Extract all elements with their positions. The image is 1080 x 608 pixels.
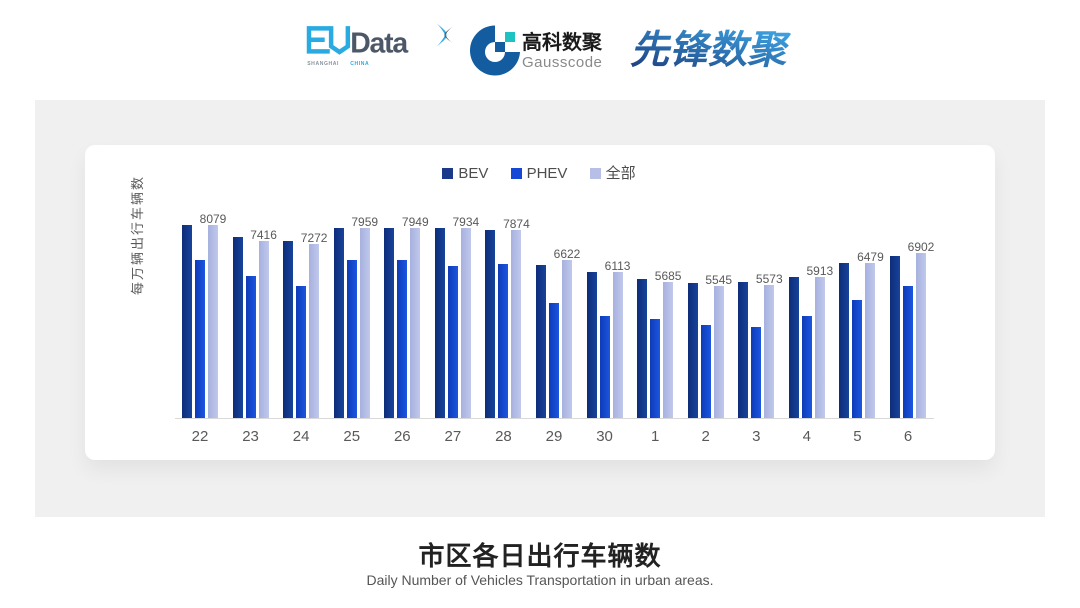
- svg-text:CHINA: CHINA: [350, 60, 369, 66]
- svg-text:高科数聚: 高科数聚: [522, 30, 603, 54]
- svg-text:Data: Data: [350, 27, 408, 59]
- svg-text:先锋数聚: 先锋数聚: [630, 29, 792, 72]
- svg-text:Gausscode: Gausscode: [522, 54, 602, 71]
- svg-text:SHANGHAI: SHANGHAI: [307, 60, 339, 66]
